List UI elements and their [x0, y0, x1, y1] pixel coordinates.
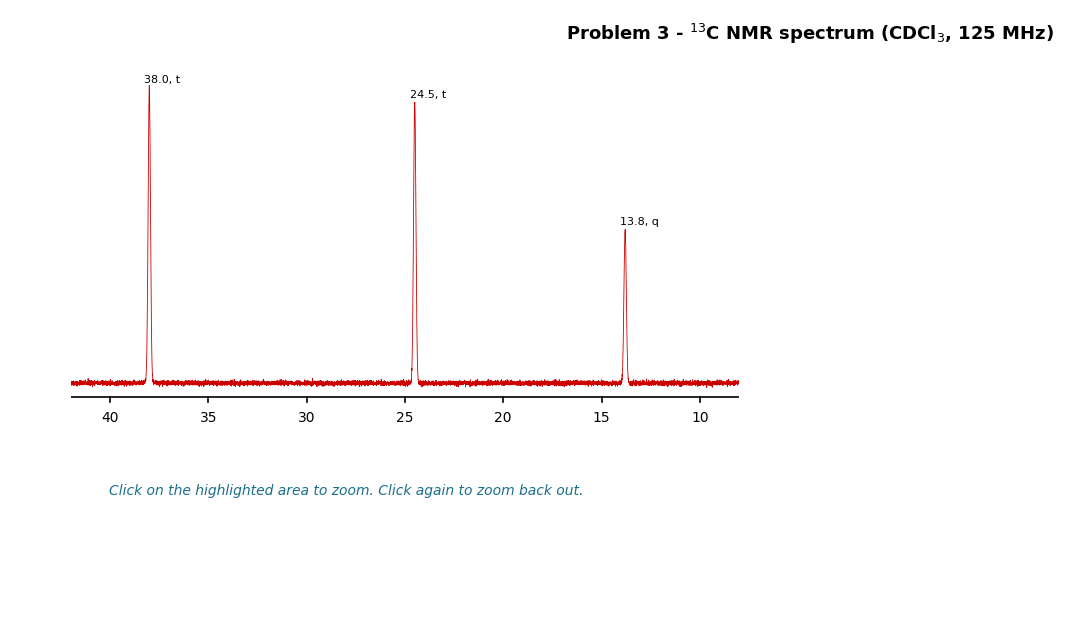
- Text: 30: 30: [298, 411, 315, 425]
- Text: 13.8, q: 13.8, q: [621, 217, 659, 227]
- Text: 20: 20: [495, 411, 512, 425]
- Text: Problem 3 - $^{13}$C NMR spectrum (CDCl$_3$, 125 MHz): Problem 3 - $^{13}$C NMR spectrum (CDCl$…: [566, 22, 1054, 47]
- Text: Click on the highlighted area to zoom. Click again to zoom back out.: Click on the highlighted area to zoom. C…: [109, 484, 583, 498]
- Text: 10: 10: [691, 411, 709, 425]
- Text: 15: 15: [592, 411, 610, 425]
- Text: 24.5, t: 24.5, t: [410, 90, 446, 100]
- Text: 40: 40: [101, 411, 118, 425]
- Text: 25: 25: [396, 411, 414, 425]
- Text: 38.0, t: 38.0, t: [145, 75, 180, 85]
- Text: 35: 35: [200, 411, 217, 425]
